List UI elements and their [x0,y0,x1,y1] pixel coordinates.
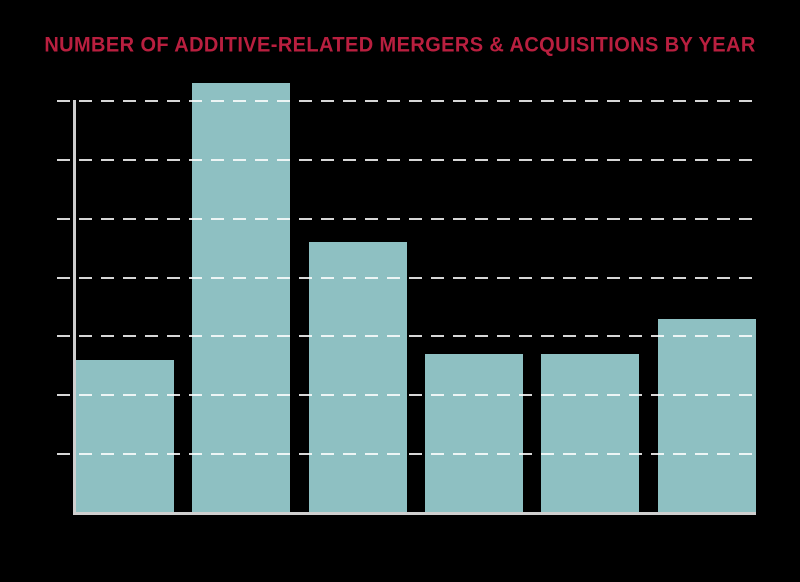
bar-value-label: 46 [350,223,366,238]
bar [192,83,290,513]
bar-value-label: 27 [466,335,482,350]
y-axis-line [73,100,76,515]
bar-value-label: 26 [117,341,133,356]
bar-value-label: 73 [233,64,249,79]
bar-value-label: 27 [582,335,598,350]
x-axis-baseline [73,512,756,515]
bar-value-label: 33 [699,300,715,315]
chart-title: NUMBER OF ADDITIVE-RELATED MERGERS & ACQ… [44,33,756,57]
gridline [57,218,756,220]
bar [541,354,639,513]
gridline [57,159,756,161]
gridline [57,394,756,396]
bar [658,319,756,513]
gridline [57,100,756,102]
bar [76,360,174,513]
gridline [57,453,756,455]
bar [309,242,407,513]
gridline [57,277,756,279]
bar [425,354,523,513]
gridline [57,335,756,337]
